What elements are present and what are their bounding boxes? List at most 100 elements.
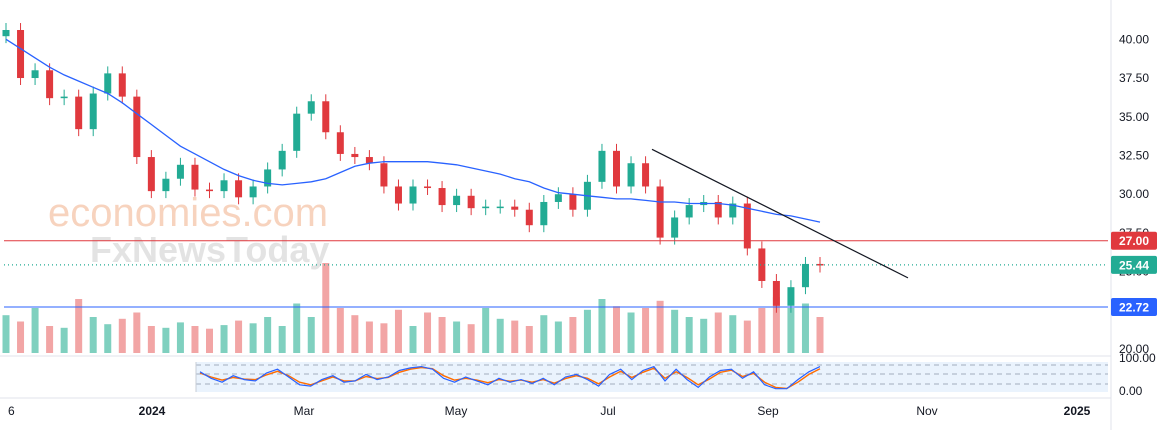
candle <box>366 150 373 170</box>
candle-body <box>337 132 344 154</box>
badge-label: 27.00 <box>1119 234 1149 248</box>
candle-body <box>555 194 562 202</box>
candle <box>308 94 315 120</box>
candle-body <box>279 151 286 170</box>
candle-body <box>104 73 111 93</box>
volume-bar <box>61 328 68 353</box>
candle <box>46 63 53 105</box>
volume-bar <box>671 310 678 353</box>
y-tick-label: 40.00 <box>1119 32 1149 46</box>
candle <box>715 195 722 224</box>
volume-bar <box>148 326 155 353</box>
candle <box>540 195 547 232</box>
candle-body <box>75 97 82 130</box>
candle <box>729 197 736 225</box>
candle <box>628 156 635 193</box>
x-tick-label: 6 <box>8 404 15 418</box>
candle <box>264 162 271 193</box>
candle <box>322 94 329 139</box>
volume-bar <box>424 313 431 354</box>
candle <box>395 180 402 211</box>
candle <box>744 197 751 256</box>
candle-body <box>686 205 693 217</box>
volume-bar <box>482 308 489 353</box>
stochastic-axis-label: 100.00 <box>1119 351 1156 365</box>
volume-bar <box>322 263 329 353</box>
candle-body <box>46 70 53 98</box>
candle <box>598 144 605 189</box>
candle-body <box>308 101 315 113</box>
candle <box>526 203 533 232</box>
candle-body <box>235 180 242 197</box>
fxnewstoday-watermark: FxNewsToday <box>90 229 329 270</box>
candle <box>177 158 184 186</box>
candle-body <box>453 196 460 205</box>
volume-bar <box>235 321 242 353</box>
volume-bar <box>337 308 344 353</box>
x-tick-label: Mar <box>294 404 315 418</box>
stochastic-axis-label: 0.00 <box>1119 384 1143 398</box>
candle-body <box>90 94 97 130</box>
volume-bar <box>162 328 169 353</box>
candle-body <box>162 179 169 191</box>
candle <box>787 280 794 313</box>
candle-body <box>628 163 635 186</box>
volume-bar <box>90 317 97 353</box>
candle-body <box>395 186 402 203</box>
candle <box>351 147 358 164</box>
volume-bar <box>758 308 765 353</box>
volume-bar <box>569 317 576 353</box>
candle-body <box>613 151 620 187</box>
candle-body <box>380 163 387 186</box>
volume-bar <box>584 310 591 353</box>
candle <box>61 90 68 105</box>
candle-body <box>351 154 358 157</box>
candle <box>439 181 446 212</box>
volume-bar <box>439 317 446 353</box>
volume-bar <box>453 322 460 354</box>
volume-bar <box>787 308 794 353</box>
x-tick-label: May <box>445 404 468 418</box>
volume-bars <box>3 263 824 353</box>
price-badges: 27.00 25.44 22.72 <box>1111 232 1157 316</box>
volume-bar <box>686 317 693 353</box>
volume-bar <box>744 321 751 353</box>
volume-bar <box>497 319 504 353</box>
candle-body <box>642 163 649 186</box>
volume-bar <box>104 324 111 353</box>
badge-label: 22.72 <box>1119 301 1149 315</box>
price-chart[interactable]: economies.com FxNewsToday 40.0037.5035.0… <box>0 0 1171 430</box>
candle <box>569 187 576 216</box>
candle-body <box>191 165 198 190</box>
volume-bar <box>119 319 126 353</box>
candle-body <box>468 196 475 208</box>
candle-body <box>119 73 126 96</box>
volume-bar <box>3 315 10 353</box>
x-tick-label: Jul <box>600 404 615 418</box>
candle <box>482 200 489 215</box>
volume-bar <box>221 325 228 353</box>
candle-body <box>293 114 300 151</box>
volume-bar <box>715 313 722 354</box>
volume-bar <box>17 322 24 354</box>
candle-body <box>773 281 780 306</box>
candle <box>657 180 664 245</box>
candle-body <box>598 151 605 182</box>
candle <box>497 200 504 214</box>
volume-bar <box>308 317 315 353</box>
candle-body <box>322 101 329 132</box>
candle <box>642 156 649 193</box>
candle <box>613 144 620 194</box>
candle-body <box>497 207 504 209</box>
candle <box>90 87 97 137</box>
y-tick-label: 35.00 <box>1119 110 1149 124</box>
volume-bar <box>802 304 809 354</box>
candle <box>410 180 417 211</box>
badge-label: 25.44 <box>1119 258 1149 272</box>
volume-bar <box>250 323 257 353</box>
volume-bar <box>410 326 417 353</box>
x-tick-label: Sep <box>757 404 779 418</box>
volume-bar <box>511 321 518 353</box>
candle-body <box>439 188 446 205</box>
volume-bar <box>133 313 140 354</box>
